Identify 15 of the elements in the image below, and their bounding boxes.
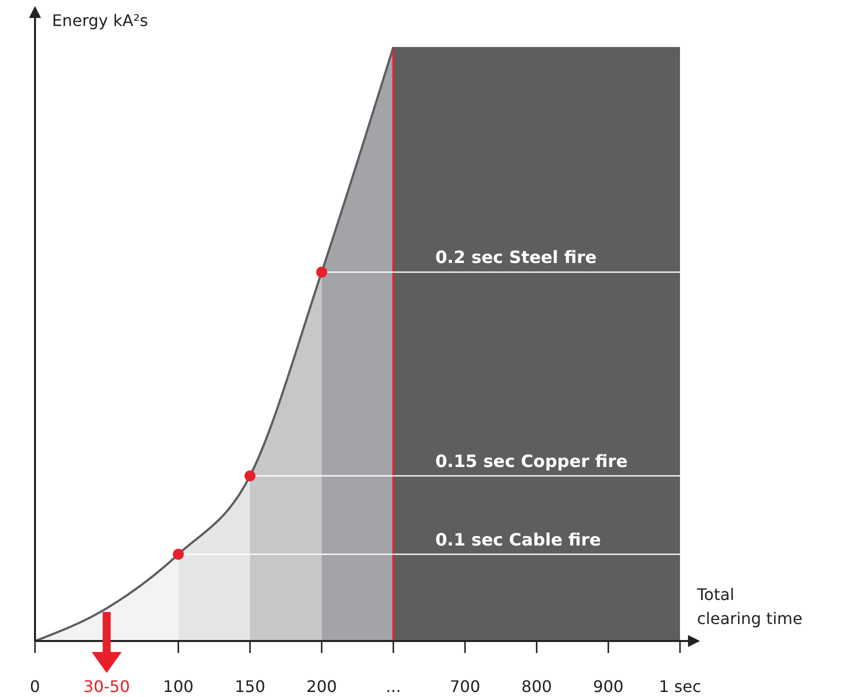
x-tick-label: 30-50: [83, 677, 130, 696]
x-tick-label: 200: [306, 677, 337, 696]
x-axis-title: Total clearing time: [696, 585, 802, 628]
x-tick-label: 1 sec: [658, 677, 702, 696]
x-tick-label: 0: [30, 677, 40, 696]
ref-line-label: 0.1 sec Cable fire: [435, 530, 601, 550]
ref-line-label: 0.2 sec Steel fire: [435, 248, 597, 268]
x-tick-label: 100: [163, 677, 194, 696]
x-tick-label: 900: [593, 677, 624, 696]
x-tick-label: 150: [234, 677, 266, 696]
x-tick-label: 700: [450, 677, 480, 696]
ref-line-label: 0.15 sec Copper fire: [435, 452, 628, 472]
x-tick-label: 800: [521, 677, 552, 696]
x-tick-label: ...: [386, 677, 401, 696]
y-axis-title: Energy kA²s: [52, 11, 148, 30]
